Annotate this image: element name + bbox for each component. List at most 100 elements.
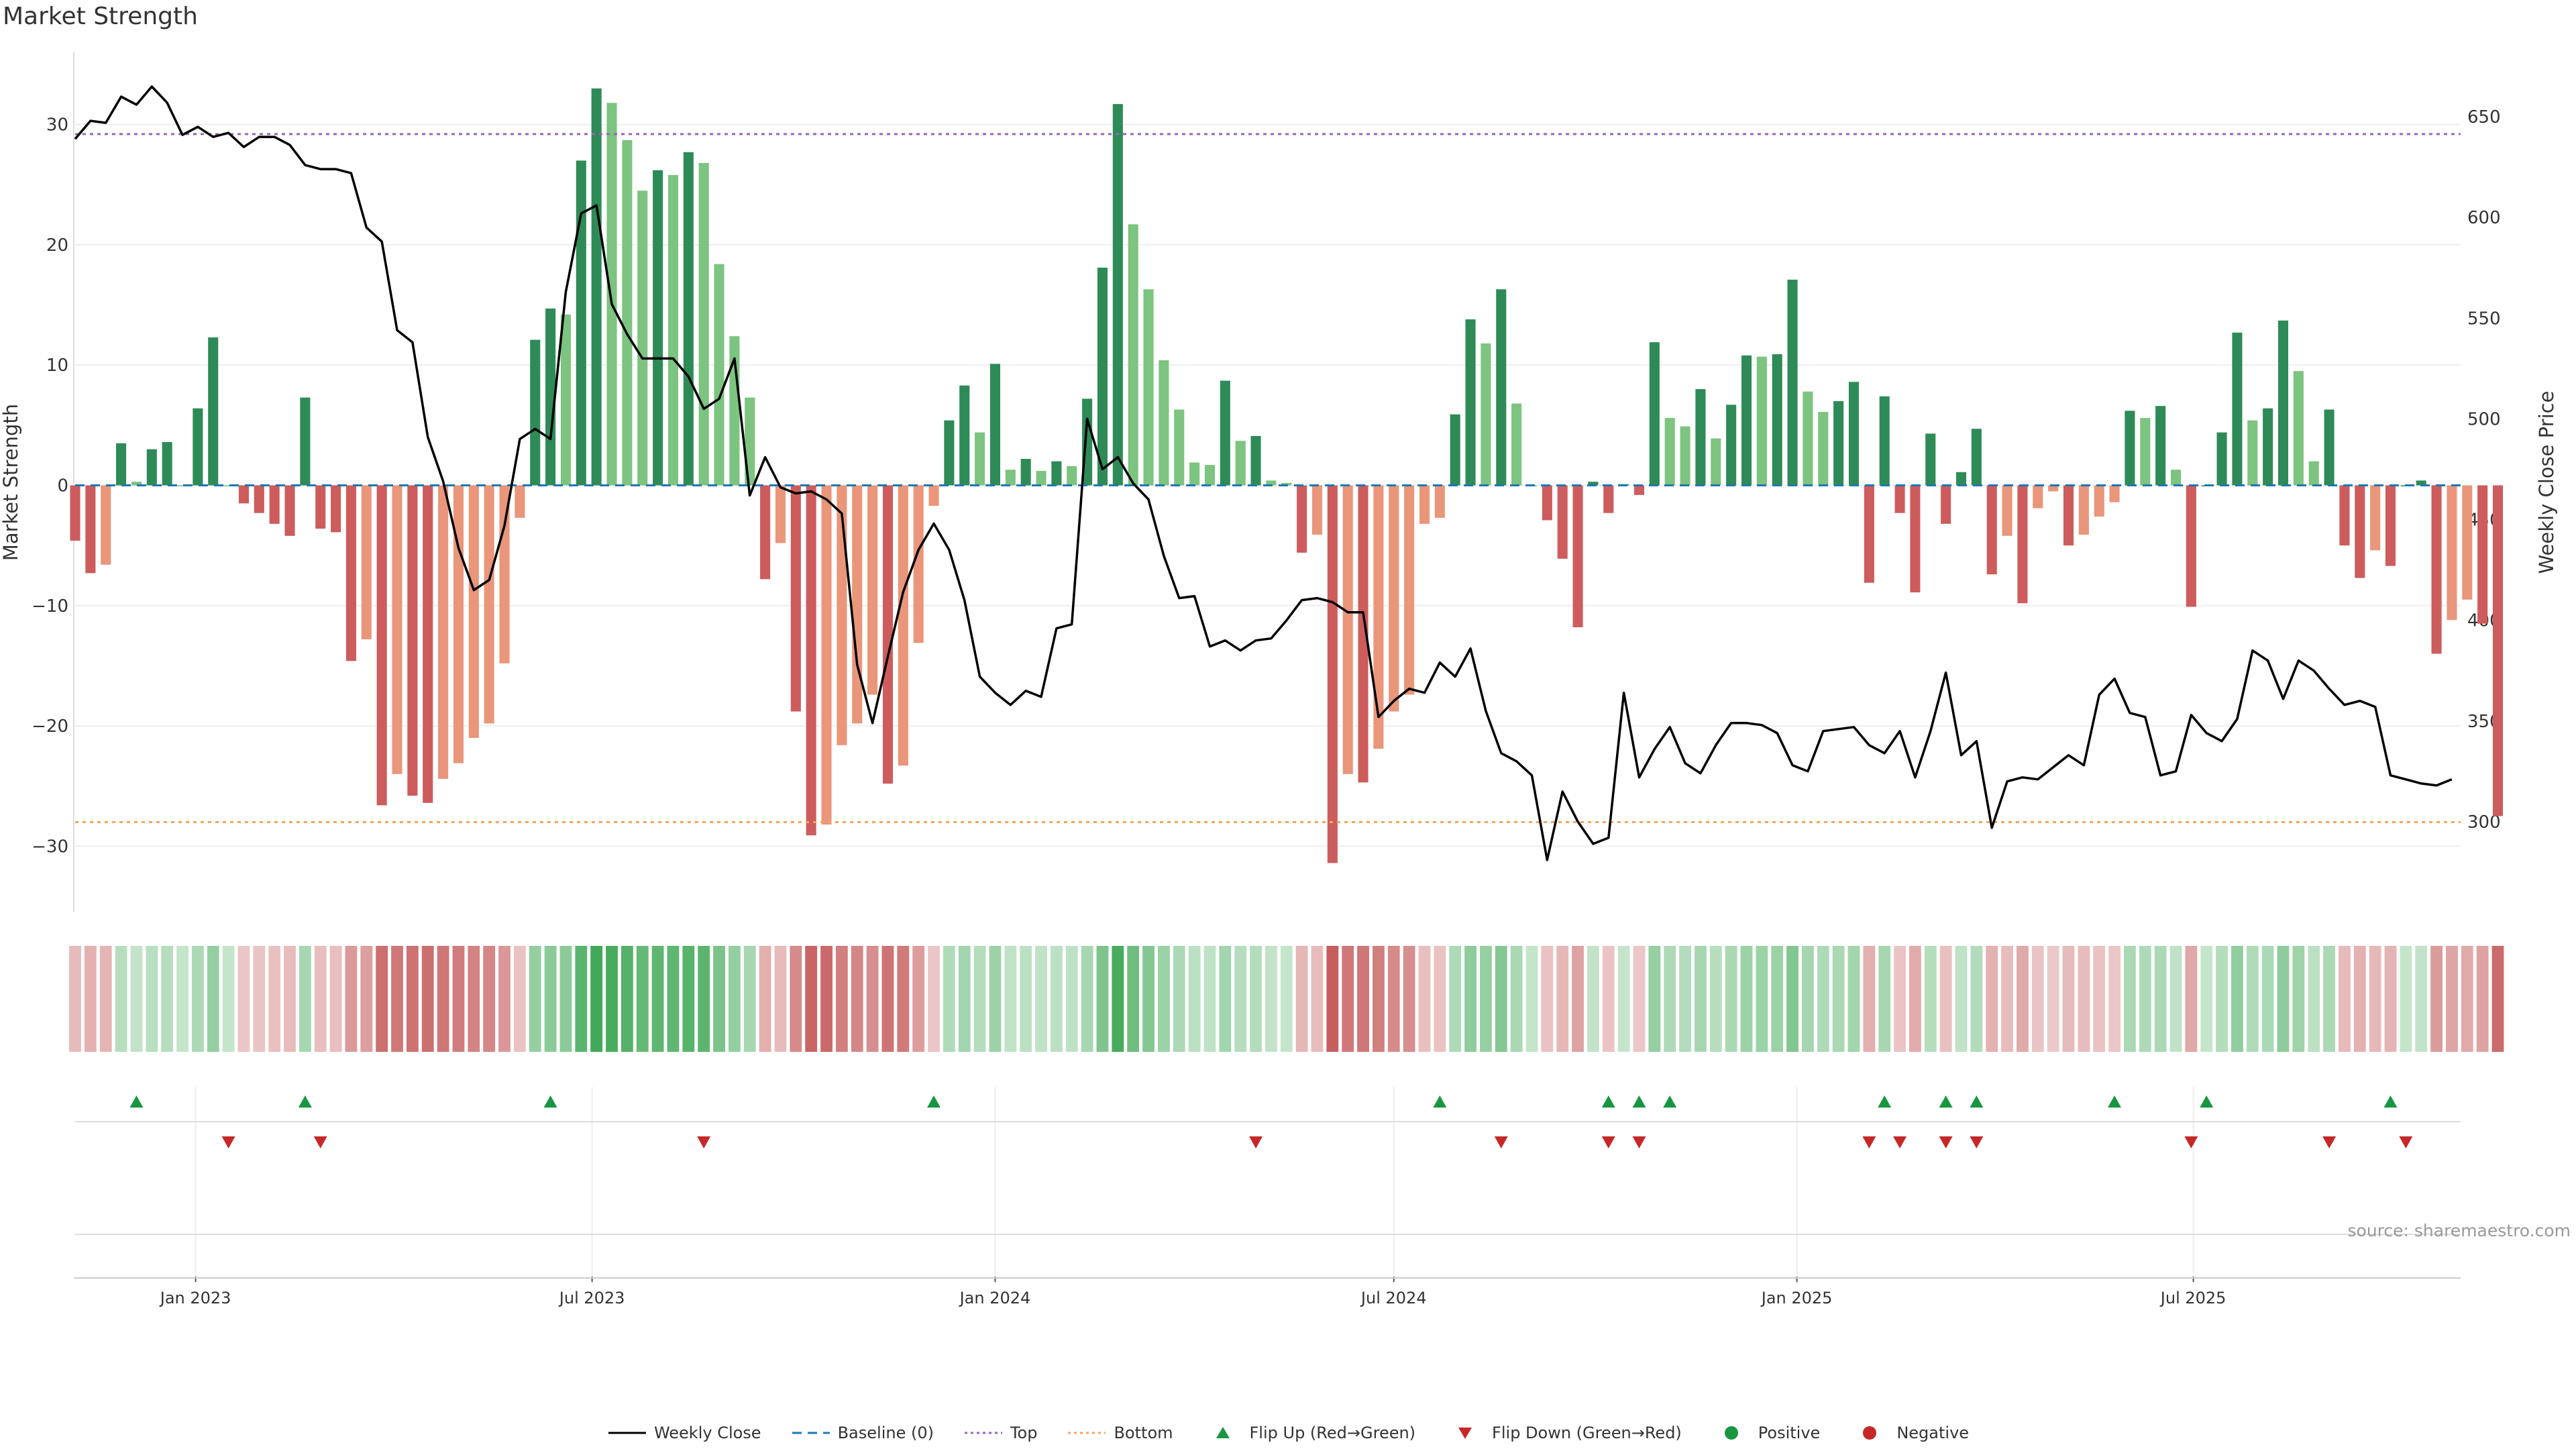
heat-strip-cell [268, 946, 281, 1052]
strength-bar [1971, 429, 1982, 486]
heat-strip-cell [1986, 946, 1998, 1052]
heat-strip-cell [1648, 946, 1661, 1052]
legend-item: Baseline (0) [791, 1424, 934, 1442]
strength-bar [453, 485, 464, 763]
heat-strip-cell [1924, 946, 1937, 1052]
heat-strip-cell [1587, 946, 1599, 1052]
heat-strip-cell [2415, 946, 2428, 1052]
strength-bar [1434, 485, 1445, 518]
x-tick-label: Jan 2023 [159, 1289, 231, 1307]
heat-strip-cell [2261, 946, 2274, 1052]
heat-strip-cell [759, 946, 771, 1052]
strength-bar [1557, 485, 1568, 559]
x-tick-label: Jul 2023 [558, 1289, 625, 1307]
heat-strip-cell [2323, 946, 2335, 1052]
heat-strip-cell [774, 946, 787, 1052]
heat-strip-cell [2491, 946, 2504, 1052]
strength-bar [116, 443, 127, 486]
heat-strip-cell [2093, 946, 2106, 1052]
strength-bar [913, 485, 924, 643]
heat-strip-cell [161, 946, 174, 1052]
flip-down-marker [2399, 1136, 2413, 1148]
legend-label: Weekly Close [653, 1424, 761, 1442]
strength-bar [1128, 224, 1138, 486]
flip-up-marker [1878, 1095, 1892, 1108]
strength-bar [653, 170, 663, 486]
strength-bar [1389, 485, 1399, 712]
heat-strip-cell [1771, 946, 1784, 1052]
strength-bar [2048, 485, 2059, 492]
triangle-down-icon [1458, 1428, 1472, 1439]
strength-bar [2094, 485, 2104, 517]
strength-bar [2078, 485, 2089, 535]
heat-strip-cell [1035, 946, 1047, 1052]
heat-strip-cell [1709, 946, 1722, 1052]
heat-strip-cell [284, 946, 296, 1052]
strength-bar [1879, 396, 1890, 486]
strength-bar [1297, 485, 1307, 553]
heat-strip-cell [513, 946, 526, 1052]
heat-strip-cell [1219, 946, 1232, 1052]
heat-strip-cell [989, 946, 1002, 1052]
strength-bar [1250, 435, 1261, 486]
y-tick-label: 30 [46, 115, 68, 136]
heat-strip-cell [2139, 946, 2151, 1052]
strength-bar [238, 485, 249, 504]
dotted-line-icon [964, 1432, 1002, 1434]
heat-strip-cell [743, 946, 756, 1052]
strength-bar [1941, 485, 1951, 524]
strength-bar [775, 485, 786, 543]
heat-strip-cell [2001, 946, 2013, 1052]
heat-strip-cell [559, 946, 572, 1052]
strength-bar [1664, 418, 1675, 486]
circle-icon [1724, 1426, 1738, 1440]
strength-bar [2370, 485, 2381, 551]
strength-bar [837, 485, 847, 745]
heat-strip-cell [2400, 946, 2412, 1052]
heat-strip-cell [1157, 946, 1170, 1052]
strength-bar [1848, 382, 1860, 486]
strength-bar [146, 449, 157, 486]
heat-strip-cell [636, 946, 649, 1052]
strength-bar [1542, 485, 1552, 521]
heat-strip-cell [1541, 946, 1554, 1052]
strength-bar [2447, 485, 2457, 621]
heat-strip-cell [1572, 946, 1584, 1052]
heat-strip-cell [529, 946, 541, 1052]
heat-strip-cell [897, 946, 910, 1052]
strength-bar [1159, 360, 1169, 486]
heat-strip-cell [329, 946, 342, 1052]
heat-strip-cell [1127, 946, 1140, 1052]
heat-strip-cell [1878, 946, 1891, 1052]
heat-strip-cell [2308, 946, 2320, 1052]
strength-bar [1986, 485, 1997, 575]
heat-strip-cell [314, 946, 327, 1052]
y-axis-title: Market Strength [0, 404, 22, 561]
y-tick-label: −30 [32, 837, 68, 857]
legend-item: Flip Down (Green→Red) [1445, 1424, 1682, 1442]
strength-bar [2385, 485, 2396, 566]
flip-down-marker [313, 1136, 327, 1148]
heat-strip-cell [1725, 946, 1737, 1052]
heat-strip-cell [483, 946, 496, 1052]
heat-strip-cell [2446, 946, 2458, 1052]
heat-strip-cell [1832, 946, 1845, 1052]
strength-bar [1496, 289, 1507, 486]
heat-strip-cell [1863, 946, 1876, 1052]
strength-bar [484, 485, 494, 724]
heat-strip-cell [2185, 946, 2198, 1052]
heat-strip-cell [2216, 946, 2228, 1052]
strength-bar [821, 485, 832, 825]
heat-strip-cell [728, 946, 741, 1052]
heat-strip-cell [1295, 946, 1308, 1052]
strength-bar [2017, 485, 2028, 604]
legend-item: Positive [1711, 1424, 1820, 1442]
heat-strip-cell [912, 946, 925, 1052]
strength-bar [407, 485, 418, 796]
strength-bar [1803, 391, 1813, 486]
heat-strip-cell [713, 946, 725, 1052]
strength-bar [898, 485, 908, 766]
flip-down-marker [1862, 1136, 1876, 1148]
